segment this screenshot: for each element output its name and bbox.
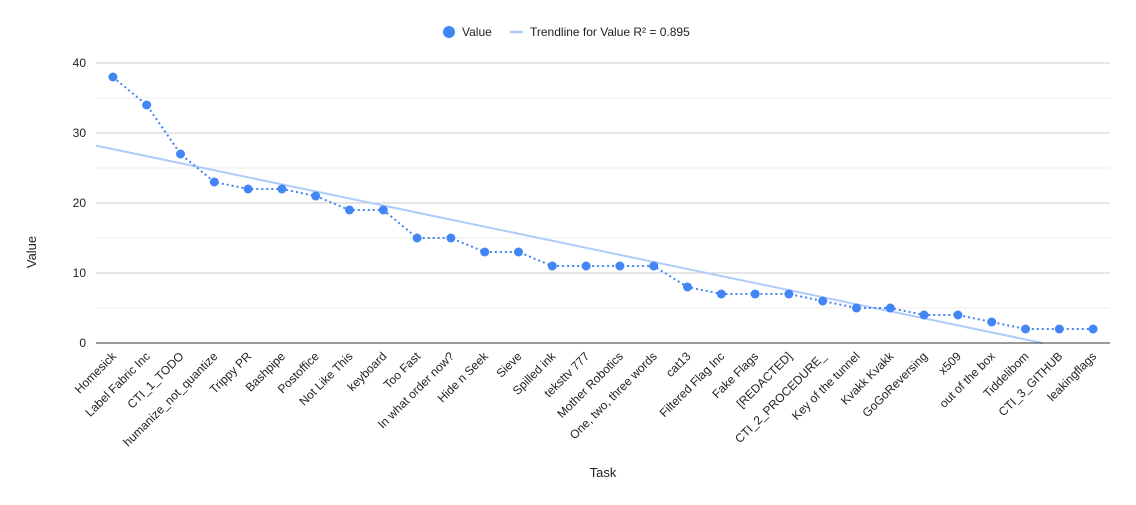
data-point[interactable] [885, 303, 895, 313]
data-point[interactable] [953, 310, 963, 320]
data-point[interactable] [243, 184, 253, 194]
data-point[interactable] [818, 296, 828, 306]
data-point[interactable] [480, 247, 490, 257]
x-axis-title: Task [590, 465, 617, 480]
legend-marker-value [443, 26, 455, 38]
trendline-layer [95, 144, 1043, 344]
series-layer [108, 72, 1098, 334]
data-point[interactable] [345, 205, 354, 215]
data-point[interactable] [784, 289, 794, 299]
data-point[interactable] [919, 310, 929, 320]
data-point[interactable] [514, 247, 523, 257]
data-point[interactable] [649, 261, 659, 271]
data-point[interactable] [987, 317, 997, 327]
data-point[interactable] [176, 149, 185, 159]
data-point[interactable] [1088, 324, 1098, 334]
data-point[interactable] [412, 233, 422, 243]
gridlines [96, 62, 1110, 309]
trendline [95, 144, 1043, 344]
data-point[interactable] [446, 233, 456, 243]
legend-label-trendline: Trendline for Value R² = 0.895 [530, 25, 690, 39]
x-tick-label: cat13 [663, 349, 694, 380]
x-tick-label: x509 [936, 349, 965, 378]
y-tick-label: 30 [73, 126, 87, 140]
data-point[interactable] [378, 205, 388, 215]
legend[interactable]: Value Trendline for Value R² = 0.895 [443, 25, 690, 39]
legend-label-value: Value [462, 25, 492, 39]
data-point[interactable] [615, 261, 625, 271]
data-point[interactable] [581, 261, 591, 271]
data-point[interactable] [852, 303, 861, 313]
data-point[interactable] [683, 282, 692, 292]
data-point[interactable] [750, 289, 760, 299]
y-tick-label: 10 [73, 266, 87, 280]
data-point[interactable] [311, 191, 321, 201]
data-point[interactable] [277, 184, 287, 194]
data-point[interactable] [1021, 324, 1030, 334]
y-tick-label: 40 [73, 56, 87, 70]
data-point[interactable] [547, 261, 557, 271]
y-tick-label: 0 [79, 336, 86, 350]
data-point[interactable] [142, 100, 152, 110]
data-point[interactable] [1054, 324, 1064, 334]
y-tick-label: 20 [73, 196, 87, 210]
x-tick-label: Sieve [493, 349, 524, 380]
data-point[interactable] [716, 289, 726, 299]
data-point[interactable] [209, 177, 219, 187]
data-point[interactable] [108, 72, 118, 82]
series-line [112, 76, 1094, 330]
y-axis-title: Value [24, 236, 39, 268]
